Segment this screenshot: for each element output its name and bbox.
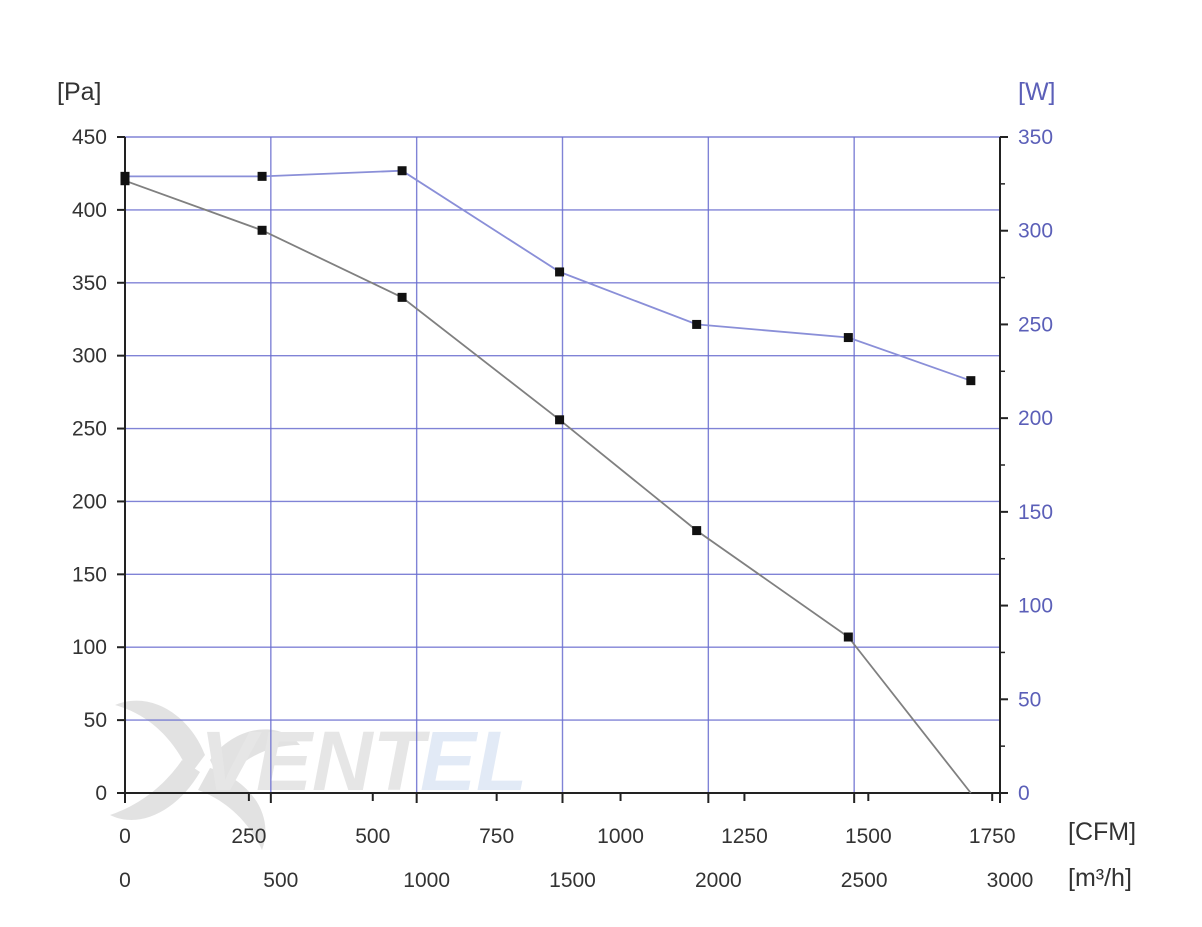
x-m3h-tick-label-3000: 3000: [987, 869, 1034, 892]
x-cfm-unit-label: [CFM]: [1068, 818, 1136, 846]
y-left-tick-label-250: 250: [72, 418, 107, 441]
x-cfm-tick-label-750: 750: [479, 825, 514, 848]
y-left-tick-label-300: 300: [72, 345, 107, 368]
y-right-tick-label-350: 350: [1018, 126, 1053, 149]
y-right-tick-label-150: 150: [1018, 501, 1053, 524]
power-data-point: [966, 376, 976, 386]
y-right-tick-label-0: 0: [1018, 782, 1030, 805]
y-left-tick-label-200: 200: [72, 490, 107, 513]
power-curve-line: [125, 169, 972, 382]
axes: [117, 136, 1008, 803]
fan-blades-icon: [110, 700, 300, 850]
y-left-tick-label-100: 100: [72, 636, 107, 659]
power-data-point: [257, 171, 267, 181]
pressure-data-point: [257, 225, 267, 235]
y-right-tick-label-200: 200: [1018, 407, 1053, 430]
y-left-tick-label-150: 150: [72, 563, 107, 586]
power-data-point: [555, 267, 565, 277]
y-right-tick-label-100: 100: [1018, 595, 1053, 618]
series-layer: [120, 166, 976, 794]
power-data-point: [120, 171, 130, 181]
watermark-logo: VENT EL: [110, 700, 527, 850]
power-data-point: [692, 319, 702, 329]
x-cfm-tick-label-1500: 1500: [845, 825, 892, 848]
grid-layer: [125, 136, 1000, 793]
pressure-data-point: [843, 632, 853, 642]
pressure-data-point: [555, 415, 565, 425]
x-m3h-tick-label-2000: 2000: [695, 869, 742, 892]
y-left-unit-label: [Pa]: [57, 78, 101, 106]
y-left-tick-label-350: 350: [72, 272, 107, 295]
x-m3h-tick-label-500: 500: [263, 869, 298, 892]
x-cfm-tick-label-1250: 1250: [721, 825, 768, 848]
x-cfm-tick-label-0: 0: [119, 825, 131, 848]
y-right-tick-label-300: 300: [1018, 220, 1053, 243]
x-cfm-tick-label-250: 250: [231, 825, 266, 848]
y-right-tick-label-50: 50: [1018, 688, 1041, 711]
y-left-tick-label-400: 400: [72, 199, 107, 222]
y-right-unit-label: [W]: [1018, 78, 1056, 106]
y-left-tick-label-450: 450: [72, 126, 107, 149]
power-data-point: [843, 333, 853, 343]
x-cfm-tick-label-1000: 1000: [597, 825, 644, 848]
x-m3h-tick-label-2500: 2500: [841, 869, 888, 892]
pressure-curve-line: [124, 179, 972, 794]
x-m3h-tick-label-1000: 1000: [403, 869, 450, 892]
x-m3h-tick-label-0: 0: [119, 869, 131, 892]
pressure-data-point: [397, 292, 407, 302]
pressure-data-point: [692, 526, 702, 536]
y-right-tick-label-250: 250: [1018, 313, 1053, 336]
x-cfm-tick-label-1750: 1750: [969, 825, 1016, 848]
power-data-point: [397, 166, 407, 176]
x-cfm-tick-label-500: 500: [355, 825, 390, 848]
y-left-tick-label-50: 50: [84, 709, 107, 732]
x-m3h-tick-label-1500: 1500: [549, 869, 596, 892]
y-left-tick-label-0: 0: [95, 782, 107, 805]
x-m3h-unit-label: [m³/h]: [1068, 864, 1132, 892]
